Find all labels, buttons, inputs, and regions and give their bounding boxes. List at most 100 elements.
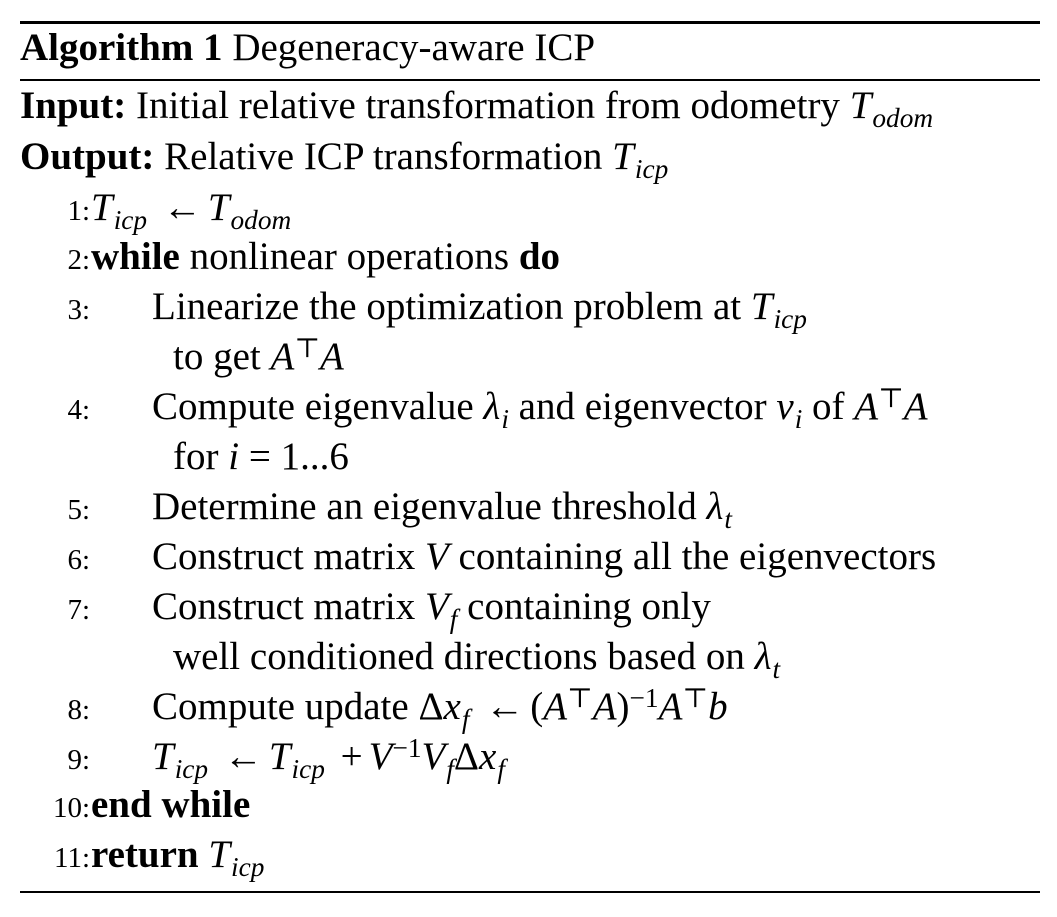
math-subscript: icp bbox=[231, 851, 265, 882]
math-subscript: f bbox=[497, 753, 505, 784]
step-body: for i = 1...6 bbox=[173, 437, 349, 476]
math-symbol: λ bbox=[754, 635, 772, 678]
math-symbol: V bbox=[424, 535, 449, 578]
step-text: Determine an eigenvalue threshold bbox=[152, 485, 697, 528]
step-body: well conditioned directions based on λt bbox=[173, 635, 780, 682]
math-subscript: f bbox=[449, 603, 458, 634]
step-number: 6: bbox=[67, 544, 90, 576]
step-text: nonlinear operations bbox=[189, 235, 510, 278]
top-rule bbox=[20, 21, 1040, 24]
step-number: 11: bbox=[54, 842, 90, 874]
math-subscript: t bbox=[772, 653, 781, 684]
math-superscript: −1 bbox=[392, 732, 422, 763]
math-symbol: A bbox=[854, 385, 879, 428]
assign-arrow: ← bbox=[485, 685, 525, 728]
step-body: to get A⊤A bbox=[173, 334, 344, 378]
math-superscript: −1 bbox=[629, 682, 659, 713]
algorithm-block: Algorithm 1 Degeneracy-aware ICP Input: … bbox=[20, 0, 1040, 917]
math-symbol: V bbox=[421, 735, 446, 778]
step-number: 8: bbox=[67, 694, 90, 726]
math-subscript: f bbox=[446, 753, 454, 784]
math-symbol: i bbox=[228, 435, 240, 478]
step-text: containing only bbox=[467, 585, 711, 628]
keyword-end-while: end while bbox=[91, 783, 251, 826]
step-text: Compute eigenvalue bbox=[152, 385, 474, 428]
algorithm-output: Output: Relative ICP transformation Ticp bbox=[20, 135, 668, 182]
step-body: Ticp ← Todom bbox=[91, 186, 291, 233]
math-range: 1...6 bbox=[280, 435, 349, 478]
math-symbol: A bbox=[592, 685, 617, 728]
step-4: 4: Compute eigenvalue λi and eigenvector… bbox=[20, 384, 1040, 432]
step-2: 2: while nonlinear operations do bbox=[20, 237, 1040, 281]
step-number: 1: bbox=[67, 195, 90, 227]
output-symbol-sub: icp bbox=[634, 153, 669, 184]
math-symbol: A bbox=[270, 335, 295, 378]
math-paren: ) bbox=[616, 685, 630, 728]
keyword-do: do bbox=[518, 235, 561, 278]
output-text: Relative ICP transformation bbox=[164, 135, 603, 178]
step-number: 5: bbox=[67, 494, 90, 526]
algorithm-caption: Algorithm 1 Degeneracy-aware ICP bbox=[20, 28, 595, 67]
step-10: 10: end while bbox=[20, 785, 1040, 829]
math-symbol: T bbox=[208, 833, 231, 876]
step-3-continuation: to get A⊤A bbox=[20, 334, 1040, 381]
bottom-rule bbox=[20, 891, 1040, 893]
step-number: 7: bbox=[67, 594, 90, 626]
algorithm-label: Algorithm 1 bbox=[20, 26, 223, 69]
input-text: Initial relative transformation from odo… bbox=[135, 84, 840, 127]
math-subscript: icp bbox=[174, 753, 209, 784]
input-symbol: T bbox=[849, 84, 872, 127]
algorithm-input: Input: Initial relative transformation f… bbox=[20, 84, 933, 131]
math-delta: Δ bbox=[418, 685, 444, 728]
assign-arrow: ← bbox=[162, 186, 202, 229]
math-symbol: λ bbox=[483, 385, 501, 428]
step-7: 7: Construct matrix Vf containing only bbox=[20, 585, 1040, 634]
step-text: Construct matrix bbox=[152, 585, 416, 628]
keyword-while: while bbox=[91, 235, 180, 278]
math-symbol: T bbox=[268, 735, 291, 778]
math-subscript: t bbox=[724, 503, 732, 534]
step-number: 9: bbox=[67, 744, 90, 776]
step-text: Linearize the optimization problem at bbox=[152, 285, 742, 328]
step-5: 5: Determine an eigenvalue threshold λt bbox=[20, 485, 1040, 534]
step-text: well conditioned directions based on bbox=[173, 635, 745, 678]
math-superscript: ⊤ bbox=[682, 682, 709, 713]
step-text: to get bbox=[173, 335, 261, 378]
step-body: return Ticp bbox=[91, 833, 264, 880]
math-symbol: x bbox=[443, 685, 461, 728]
step-text: Construct matrix bbox=[152, 535, 416, 578]
math-subscript: f bbox=[461, 703, 470, 734]
math-symbol: b bbox=[708, 685, 728, 728]
math-symbol: x bbox=[479, 735, 497, 778]
step-number: 4: bbox=[67, 394, 90, 426]
output-label: Output: bbox=[20, 135, 155, 178]
math-symbol: A bbox=[319, 335, 344, 378]
step-4-continuation: for i = 1...6 bbox=[20, 437, 1040, 481]
step-body: while nonlinear operations do bbox=[91, 237, 560, 276]
math-superscript: ⊤ bbox=[294, 332, 320, 363]
step-body: Compute eigenvalue λi and eigenvector vi… bbox=[152, 384, 928, 432]
math-symbol: A bbox=[903, 385, 928, 428]
math-symbol: T bbox=[91, 186, 113, 229]
step-11: 11: return Ticp bbox=[20, 833, 1040, 880]
math-symbol: T bbox=[750, 285, 773, 328]
step-text: of bbox=[812, 385, 845, 428]
step-text: for bbox=[173, 435, 219, 478]
step-body: Ticp ← Ticp + V−1VfΔxf bbox=[152, 734, 505, 782]
math-subscript: odom bbox=[230, 204, 292, 235]
keyword-return: return bbox=[91, 833, 199, 876]
math-symbol: V bbox=[368, 735, 393, 778]
step-8: 8: Compute update Δxf ← (A⊤A)−1A⊤b bbox=[20, 684, 1040, 734]
math-subscript: icp bbox=[773, 303, 807, 334]
math-subscript: icp bbox=[291, 753, 325, 784]
output-symbol: T bbox=[612, 135, 634, 178]
math-subscript: icp bbox=[113, 204, 148, 235]
math-symbol: T bbox=[152, 735, 174, 778]
math-symbol: A bbox=[658, 685, 683, 728]
math-superscript: ⊤ bbox=[567, 682, 593, 713]
math-symbol: T bbox=[207, 186, 230, 229]
step-text: and eigenvector bbox=[518, 385, 767, 428]
step-text: containing all the eigenvectors bbox=[458, 535, 937, 578]
math-paren: ( bbox=[530, 685, 544, 728]
step-3: 3: Linearize the optimization problem at… bbox=[20, 285, 1040, 334]
